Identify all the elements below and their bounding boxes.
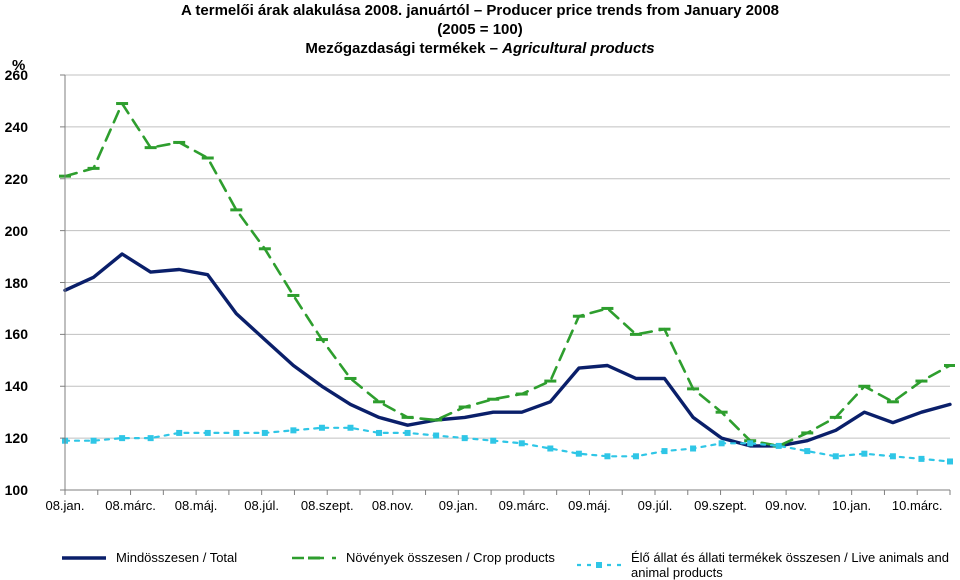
chart-container: A termelői árak alakulása 2008. januártó…: [0, 0, 960, 577]
y-tick-label: 180: [0, 275, 28, 291]
legend-item-total: Mindösszesen / Total: [60, 550, 237, 565]
chart-plot: [35, 70, 955, 520]
y-tick-label: 240: [0, 119, 28, 135]
x-tick-label: 09.nov.: [765, 498, 807, 513]
y-tick-label: 160: [0, 326, 28, 342]
legend-label: Mindösszesen / Total: [116, 550, 237, 565]
x-tick-label: 09.júl.: [638, 498, 673, 513]
x-tick-label: 08.szept.: [301, 498, 354, 513]
y-tick-label: 140: [0, 378, 28, 394]
x-tick-label: 10.márc.: [892, 498, 943, 513]
legend: Mindösszesen / Total Növények összesen /…: [0, 550, 960, 574]
x-tick-label: 10.jan.: [832, 498, 871, 513]
chart-title: A termelői árak alakulása 2008. januártó…: [0, 2, 960, 58]
x-tick-label: 08.júl.: [244, 498, 279, 513]
x-tick-label: 09.jan.: [439, 498, 478, 513]
y-tick-label: 120: [0, 430, 28, 446]
x-tick-label: 09.márc.: [499, 498, 550, 513]
y-tick-label: 100: [0, 482, 28, 498]
chart-title-line3: Mezőgazdasági termékek – Agricultural pr…: [0, 40, 960, 59]
legend-item-crop: Növények összesen / Crop products: [290, 550, 555, 565]
x-tick-label: 08.máj.: [175, 498, 218, 513]
x-tick-label: 09.máj.: [568, 498, 611, 513]
y-tick-label: 200: [0, 223, 28, 239]
chart-title-line1: A termelői árak alakulása 2008. januártó…: [0, 2, 960, 21]
x-tick-label: 08.jan.: [45, 498, 84, 513]
x-tick-label: 08.márc.: [105, 498, 156, 513]
y-tick-label: 220: [0, 171, 28, 187]
legend-label: Növények összesen / Crop products: [346, 550, 555, 565]
legend-item-animal: Élő állat és állati termékek összesen / …: [575, 550, 960, 580]
y-tick-label: 260: [0, 67, 28, 83]
chart-title-line2: (2005 = 100): [0, 21, 960, 40]
x-tick-label: 08.nov.: [372, 498, 414, 513]
legend-label: Élő állat és állati termékek összesen / …: [631, 550, 960, 580]
x-tick-label: 09.szept.: [694, 498, 747, 513]
